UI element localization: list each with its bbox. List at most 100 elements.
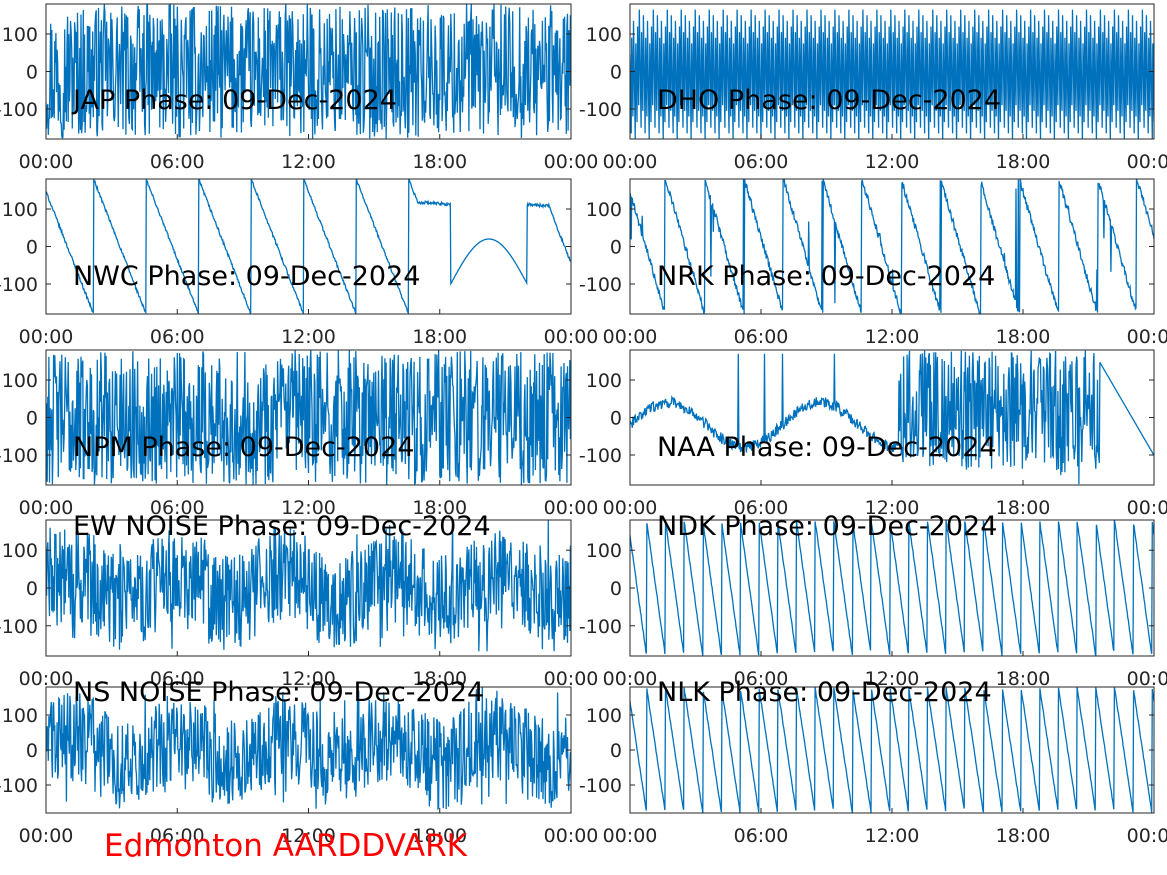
y-tick-label: 0 xyxy=(26,408,38,430)
y-tick-label: -100 xyxy=(0,616,38,638)
y-tick-label: -100 xyxy=(579,99,622,121)
phase-panel: 100 0 -100 00:00 06:00 12:00 18:00 00:00 NDK Pha… xyxy=(579,511,1167,690)
x-tick-label: 12:00 xyxy=(281,668,336,690)
x-tick-label: 12:00 xyxy=(281,497,336,519)
x-tick-label: 06:00 xyxy=(150,326,205,348)
x-tick-label: 06:00 xyxy=(150,497,205,519)
phase-trace xyxy=(46,4,571,139)
x-tick-label: 00:00 xyxy=(19,326,74,348)
y-tick-label: 0 xyxy=(26,237,38,259)
axes-box xyxy=(45,178,572,315)
x-tick-label: 12:00 xyxy=(865,151,920,173)
y-tick-label: 100 xyxy=(586,199,622,221)
y-tick-label: 0 xyxy=(610,237,622,259)
panel-title: NLK Phase: 09-Dec-2024 xyxy=(657,677,992,708)
figure-caption: Edmonton AARDDVARK xyxy=(104,828,468,864)
x-tick-label: 18:00 xyxy=(412,497,467,519)
phase-trace xyxy=(630,520,1154,656)
x-tick-label: 06:00 xyxy=(150,825,205,847)
phase-trace xyxy=(46,350,571,485)
x-tick-label: 18:00 xyxy=(412,668,467,690)
x-tick-label: 00:00 xyxy=(544,497,599,519)
x-tick-label: 06:00 xyxy=(734,497,789,519)
y-tick-label: 100 xyxy=(586,705,622,727)
y-tick-label: 0 xyxy=(26,740,38,762)
y-tick-label: 0 xyxy=(610,578,622,600)
y-tick-label: -100 xyxy=(0,274,38,296)
x-tick-label: 18:00 xyxy=(412,326,467,348)
y-tick-label: -100 xyxy=(579,616,622,638)
x-tick-label: 00:00 xyxy=(544,151,599,173)
x-tick-label: 00:00 xyxy=(19,825,74,847)
x-tick-label: 00:00 xyxy=(1127,326,1167,348)
y-tick-label: -100 xyxy=(0,99,38,121)
panel-title: NDK Phase: 09-Dec-2024 xyxy=(657,511,997,542)
x-tick-label: 18:00 xyxy=(996,151,1051,173)
phase-trace xyxy=(46,687,571,811)
x-tick-label: 12:00 xyxy=(865,497,920,519)
y-tick-label: 0 xyxy=(610,62,622,84)
y-tick-label: 100 xyxy=(2,370,38,392)
y-tick-label: 100 xyxy=(2,199,38,221)
y-tick-label: -100 xyxy=(579,445,622,467)
panel-title: NWC Phase: 09-Dec-2024 xyxy=(73,261,420,292)
x-tick-label: 18:00 xyxy=(996,326,1051,348)
x-tick-label: 00:00 xyxy=(603,825,658,847)
panel-title: NPM Phase: 09-Dec-2024 xyxy=(73,432,414,463)
y-tick-label: 100 xyxy=(586,370,622,392)
phase-panel: 100 0 -100 00:00 06:00 12:00 18:00 00:00 NAA Pha… xyxy=(579,349,1167,519)
x-tick-label: 00:00 xyxy=(1127,497,1167,519)
x-tick-label: 00:00 xyxy=(544,825,599,847)
y-tick-label: 0 xyxy=(610,740,622,762)
phase-panel: 100 0 -100 00:00 06:00 12:00 18:00 00:00 NLK Pha… xyxy=(579,677,1167,847)
phase-trace xyxy=(46,520,571,652)
x-tick-label: 00:00 xyxy=(1127,668,1167,690)
panel-title: JAP Phase: 09-Dec-2024 xyxy=(71,85,397,116)
y-tick-label: -100 xyxy=(0,445,38,467)
x-tick-label: 00:00 xyxy=(19,151,74,173)
y-tick-label: 100 xyxy=(2,24,38,46)
x-tick-label: 00:00 xyxy=(603,326,658,348)
y-tick-label: 100 xyxy=(586,24,622,46)
axes-box xyxy=(629,178,1155,315)
panel-title: EW NOISE Phase: 09-Dec-2024 xyxy=(73,511,491,542)
y-tick-label: 0 xyxy=(610,408,622,430)
x-tick-label: 12:00 xyxy=(281,326,336,348)
x-tick-label: 06:00 xyxy=(734,326,789,348)
x-tick-label: 00:00 xyxy=(603,151,658,173)
phase-panel: 100 0 -100 00:00 06:00 12:00 18:00 00:00 NWC Pha… xyxy=(0,178,599,348)
y-tick-label: -100 xyxy=(579,775,622,797)
phase-trace xyxy=(46,179,571,314)
y-tick-label: -100 xyxy=(0,775,38,797)
x-tick-label: 06:00 xyxy=(734,668,789,690)
x-tick-label: 12:00 xyxy=(281,825,336,847)
phase-panel: 100 0 -100 00:00 06:00 12:00 18:00 00:00 NPM Pha… xyxy=(0,349,599,519)
x-tick-label: 18:00 xyxy=(412,151,467,173)
x-tick-label: 00:00 xyxy=(603,668,658,690)
x-tick-label: 00:00 xyxy=(19,668,74,690)
y-tick-label: 100 xyxy=(2,540,38,562)
x-tick-label: 00:00 xyxy=(544,326,599,348)
x-tick-label: 12:00 xyxy=(865,326,920,348)
x-tick-label: 00:00 xyxy=(603,497,658,519)
x-tick-label: 12:00 xyxy=(865,668,920,690)
panel-title: NAA Phase: 09-Dec-2024 xyxy=(657,432,997,463)
phase-panel: 100 0 -100 00:00 06:00 12:00 18:00 00:00 NRK Pha… xyxy=(579,178,1167,348)
x-tick-label: 06:00 xyxy=(150,151,205,173)
phase-trace xyxy=(630,179,1154,314)
x-tick-label: 06:00 xyxy=(150,668,205,690)
x-tick-label: 18:00 xyxy=(996,825,1051,847)
y-tick-label: 100 xyxy=(2,705,38,727)
x-tick-label: 06:00 xyxy=(734,825,789,847)
panel-title: DHO Phase: 09-Dec-2024 xyxy=(657,85,1001,116)
phase-panel: 100 0 -100 00:00 06:00 12:00 18:00 00:00 JAP Pha… xyxy=(0,3,599,173)
y-tick-label: 0 xyxy=(26,62,38,84)
x-tick-label: 18:00 xyxy=(412,825,467,847)
x-tick-label: 00:00 xyxy=(1127,151,1167,173)
y-tick-label: -100 xyxy=(579,274,622,296)
panel-title: NS NOISE Phase: 09-Dec-2024 xyxy=(73,677,484,708)
phase-trace xyxy=(630,350,1154,485)
phase-trace xyxy=(630,687,1154,813)
y-tick-label: 0 xyxy=(26,578,38,600)
